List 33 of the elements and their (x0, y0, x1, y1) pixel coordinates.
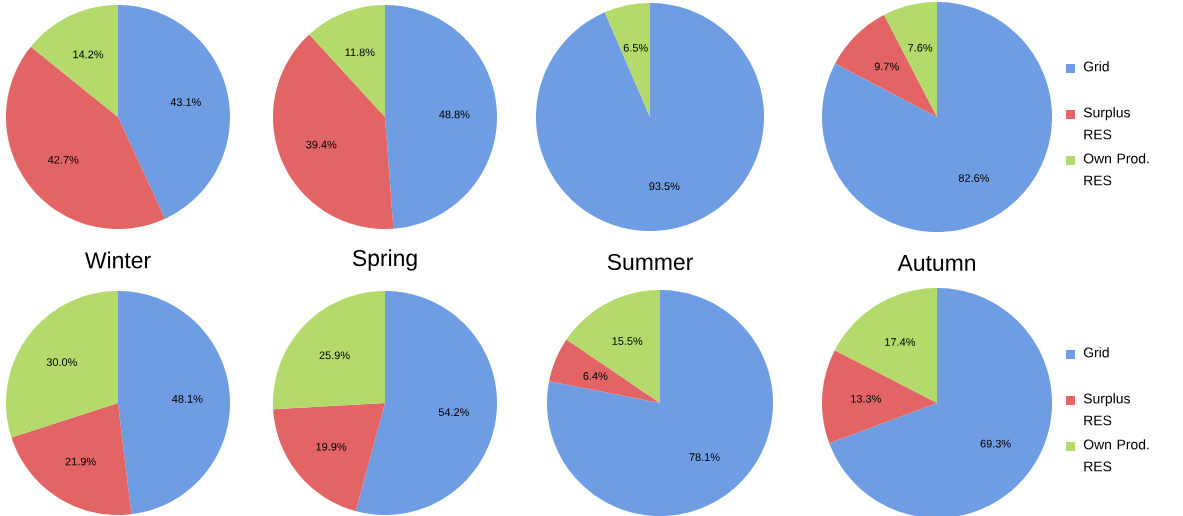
text: Winter (84, 251, 151, 269)
legend-label: Surplus RES (1083, 393, 1130, 426)
data-label: 21.9% (65, 457, 96, 466)
data-label: 30.0% (46, 358, 77, 367)
data-label: 9.7% (874, 62, 899, 71)
data-label: 19.9% (316, 442, 347, 451)
data-label: 11.8% (345, 48, 375, 57)
legend-label: Own Prod. RES (1083, 439, 1149, 472)
data-label: 17.4% (885, 338, 916, 346)
data-label: 7.6% (908, 43, 933, 52)
data-label: 6.5% (623, 43, 648, 52)
data-label: 48.8% (439, 110, 470, 119)
data-label: 93.5% (649, 182, 680, 191)
legend-label: Own Prod. RES (1083, 153, 1149, 186)
text: Autumn (897, 255, 976, 271)
data-label: 82.6% (958, 174, 990, 182)
legend-label: Grid (1083, 347, 1109, 358)
data-label: 42.7% (47, 155, 79, 164)
data-label: 15.5% (612, 337, 643, 345)
data-label: 43.1% (170, 98, 201, 106)
data-label: 6.4% (583, 372, 608, 380)
text: Spring (352, 249, 417, 271)
data-label: 54.2% (438, 408, 469, 417)
data-label: 13.3% (851, 394, 881, 403)
data-label: 69.3% (980, 439, 1011, 448)
legend-label: Surplus RES (1083, 107, 1130, 140)
data-label: 39.4% (306, 140, 337, 149)
data-label: 78.1% (689, 453, 720, 462)
data-label: 48.1% (172, 394, 203, 403)
data-label: 14.2% (73, 50, 104, 59)
legend-label: Grid (1083, 61, 1109, 72)
data-label: 25.9% (319, 351, 350, 360)
text: Summer (607, 253, 693, 271)
